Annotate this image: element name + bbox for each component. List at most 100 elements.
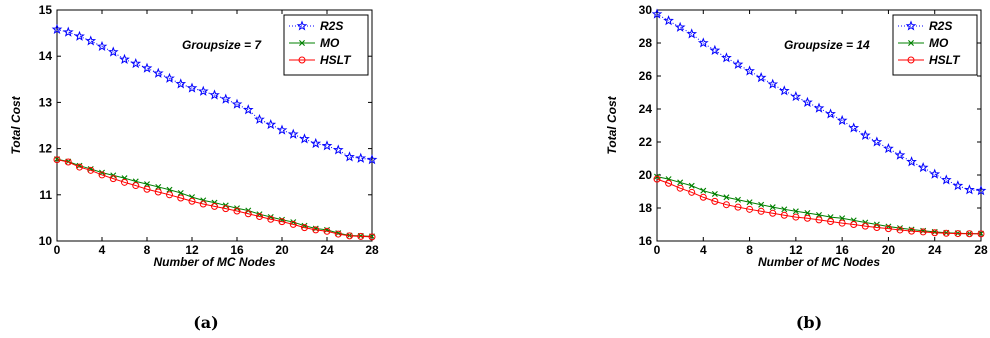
data-point-hslt — [233, 207, 241, 215]
data-point-hslt — [896, 226, 904, 234]
data-point-r2s — [62, 26, 74, 37]
legend-marker-mo — [908, 40, 914, 46]
x-tick-label: 4 — [99, 243, 106, 257]
data-point-r2s — [74, 30, 85, 41]
data-point-r2s — [790, 90, 802, 102]
x-tick-label: 12 — [185, 243, 199, 257]
legend-label-r2s: R2S — [320, 19, 343, 33]
data-point-mo — [792, 208, 799, 215]
data-point-mo — [200, 197, 207, 204]
data-point-r2s — [767, 78, 779, 89]
data-point-hslt — [734, 203, 742, 211]
data-point-hslt — [780, 211, 788, 219]
series-line-r2s — [56, 28, 373, 161]
data-point-r2s — [197, 85, 209, 96]
groupsize-annotation: Groupsize = 14 — [784, 38, 870, 52]
data-point-hslt — [121, 178, 128, 186]
y-tick-label: 18 — [639, 201, 653, 215]
data-point-hslt — [211, 202, 218, 210]
data-point-r2s — [254, 113, 265, 125]
chart-groupsize-14: 16 18 20 22 24 26 28 30 0 4 8 12 16 20 24 28 Number of M… — [605, 3, 988, 332]
data-point-mo — [711, 190, 718, 197]
x-tick-label: 24 — [928, 243, 942, 257]
x-tick-label: 24 — [320, 243, 334, 257]
x-axis-label: Number of MC Nodes — [153, 255, 275, 269]
data-point-hslt — [301, 224, 308, 232]
legend-marker-hslt — [907, 56, 915, 64]
data-point-r2s — [802, 96, 813, 107]
data-point-r2s — [85, 35, 97, 46]
data-point-hslt — [757, 207, 765, 215]
data-point-r2s — [755, 72, 767, 83]
series-hslt — [653, 175, 985, 238]
legend-marker-r2s — [905, 20, 917, 31]
data-point-hslt — [64, 158, 72, 166]
data-point-hslt — [98, 171, 106, 179]
x-tick-label: 20 — [275, 243, 289, 257]
y-axis-label: Total Cost — [605, 95, 619, 154]
data-point-r2s — [130, 57, 142, 69]
data-point-hslt — [722, 201, 730, 209]
data-point-r2s — [355, 152, 367, 163]
data-point-r2s — [310, 137, 322, 149]
data-point-mo — [758, 201, 765, 208]
data-point-r2s — [119, 53, 130, 64]
series-r2s — [651, 8, 987, 196]
y-tick-label: 24 — [639, 102, 653, 116]
data-point-r2s — [871, 136, 883, 147]
chart-groupsize-7: 10 11 12 13 14 15 0 4 8 12 16 20 24 28 Number of MC No… — [9, 3, 379, 332]
data-point-r2s — [220, 93, 232, 104]
legend-label-mo: MO — [320, 36, 340, 50]
data-point-hslt — [873, 223, 881, 231]
x-tick-label: 16 — [835, 243, 849, 257]
data-point-mo — [723, 194, 730, 201]
data-point-hslt — [53, 156, 61, 164]
subfigure-caption: (a) — [193, 313, 219, 332]
data-point-r2s — [265, 118, 277, 130]
data-point-hslt — [769, 209, 777, 217]
data-point-r2s — [321, 140, 333, 151]
data-point-mo — [166, 186, 173, 193]
x-tick-label: 28 — [974, 243, 988, 257]
x-tick-label: 8 — [746, 243, 753, 257]
data-point-r2s — [152, 67, 164, 78]
data-point-hslt — [244, 210, 252, 218]
data-point-r2s — [344, 151, 355, 162]
x-tick-label: 28 — [365, 243, 379, 257]
data-point-hslt — [803, 214, 811, 222]
data-point-r2s — [917, 161, 929, 173]
data-point-hslt — [312, 226, 320, 234]
subfigure-caption: (b) — [796, 313, 822, 332]
data-point-mo — [862, 219, 869, 226]
legend-label-hslt: HSLT — [929, 53, 961, 67]
series-hslt — [53, 156, 376, 241]
data-point-r2s — [883, 142, 894, 154]
data-point-hslt — [711, 197, 719, 205]
groupsize-annotation: Groupsize = 7 — [182, 38, 262, 52]
y-tick-label: 14 — [39, 49, 53, 63]
y-tick-label: 10 — [39, 234, 53, 248]
data-point-hslt — [289, 220, 297, 228]
y-tick-label: 28 — [639, 36, 653, 50]
data-point-hslt — [177, 194, 185, 202]
data-point-r2s — [651, 8, 663, 19]
x-tick-label: 12 — [789, 243, 803, 257]
y-tick-label: 15 — [39, 3, 53, 17]
data-point-hslt — [334, 230, 342, 238]
data-point-hslt — [188, 197, 196, 205]
data-point-r2s — [242, 104, 254, 115]
data-point-hslt — [954, 230, 962, 238]
data-point-r2s — [674, 21, 686, 32]
data-point-r2s — [299, 133, 310, 144]
series-line-hslt — [56, 159, 373, 238]
data-point-hslt — [850, 221, 858, 228]
legend-marker-r2s — [296, 20, 308, 31]
y-tick-label: 22 — [639, 135, 653, 149]
data-point-hslt — [838, 219, 846, 227]
x-tick-label: 8 — [144, 243, 151, 257]
data-point-mo — [781, 206, 788, 213]
data-point-r2s — [859, 129, 871, 140]
data-point-r2s — [964, 184, 975, 195]
data-point-mo — [654, 173, 660, 180]
